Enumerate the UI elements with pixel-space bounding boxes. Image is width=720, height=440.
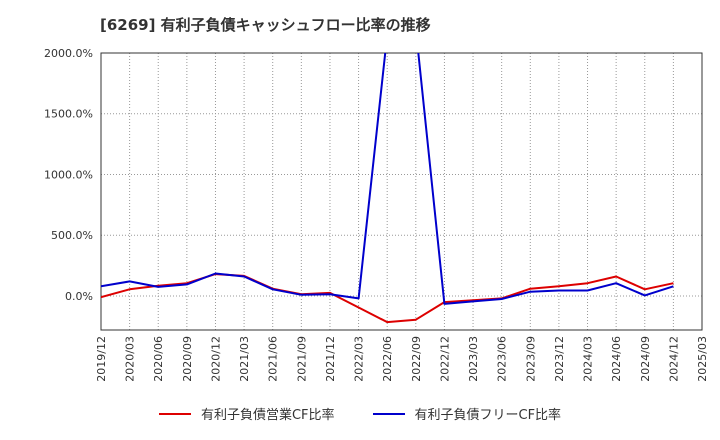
x-tick-label: 2023/12	[553, 336, 566, 382]
y-tick-label: 2000.0%	[44, 47, 93, 60]
y-tick-label: 1500.0%	[44, 108, 93, 121]
x-tick-label: 2022/09	[410, 336, 423, 382]
x-tick-label: 2021/12	[324, 336, 337, 382]
x-tick-label: 2022/12	[438, 336, 451, 382]
legend: 有利子負債営業CF比率 有利子負債フリーCF比率	[0, 404, 720, 423]
series-line-free-cf	[101, 53, 674, 305]
x-tick-label: 2024/03	[582, 336, 595, 382]
x-tick-label: 2021/06	[267, 336, 280, 382]
x-tick-label: 2020/12	[209, 336, 222, 382]
legend-label-free-cf: 有利子負債フリーCF比率	[414, 408, 562, 423]
x-tick-label: 2023/06	[496, 336, 509, 382]
y-tick-label: 0.0%	[65, 290, 93, 303]
x-tick-label: 2020/09	[181, 336, 194, 382]
x-tick-label: 2023/03	[467, 336, 480, 382]
x-tick-label: 2025/03	[696, 336, 709, 382]
x-tick-label: 2020/03	[124, 336, 137, 382]
x-tick-label: 2021/03	[238, 336, 251, 382]
series-group	[101, 53, 674, 324]
x-tick-label: 2022/03	[353, 336, 366, 382]
legend-swatch-free-cf	[372, 412, 405, 415]
x-tick-label: 2024/09	[639, 336, 652, 382]
x-tick-label: 2019/12	[95, 336, 108, 382]
legend-item-operating-cf: 有利子負債営業CF比率	[158, 404, 335, 423]
chart-title: [6269] 有利子負債キャッシュフロー比率の推移	[100, 16, 431, 34]
legend-swatch-operating-cf	[158, 412, 191, 415]
x-tick-label: 2024/12	[667, 336, 680, 382]
x-tick-label: 2022/06	[381, 336, 394, 382]
x-tick-label: 2023/09	[524, 336, 537, 382]
x-tick-label: 2020/06	[152, 336, 165, 382]
plot-frame	[100, 52, 703, 331]
y-tick-label: 1000.0%	[44, 168, 93, 181]
x-tick-label: 2024/06	[610, 336, 623, 382]
y-tick-label: 500.0%	[51, 229, 93, 242]
legend-label-operating-cf: 有利子負債営業CF比率	[200, 408, 335, 423]
x-tick-label: 2021/09	[295, 336, 308, 382]
legend-item-free-cf: 有利子負債フリーCF比率	[372, 404, 562, 423]
